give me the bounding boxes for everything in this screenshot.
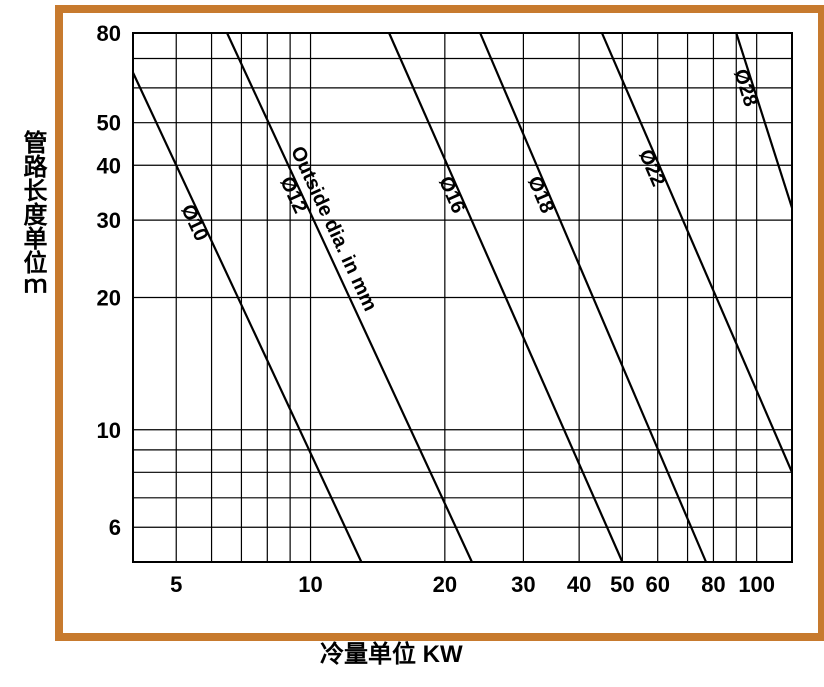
chart-svg: 5102030405060801006102030405080Ø10Ø12Ø16… bbox=[63, 13, 802, 617]
y-axis-label: 管路长度单位ｍ bbox=[15, 130, 50, 298]
x-tick-label: 5 bbox=[170, 572, 182, 597]
x-tick-label: 100 bbox=[738, 572, 775, 597]
chart-frame: 5102030405060801006102030405080Ø10Ø12Ø16… bbox=[55, 5, 824, 641]
x-tick-label: 20 bbox=[433, 572, 457, 597]
y-tick-label: 30 bbox=[97, 208, 121, 233]
y-tick-label: 80 bbox=[97, 21, 121, 46]
x-tick-label: 10 bbox=[298, 572, 322, 597]
x-tick-label: 30 bbox=[511, 572, 535, 597]
x-tick-label: 40 bbox=[567, 572, 591, 597]
y-tick-label: 20 bbox=[97, 286, 121, 311]
y-tick-label: 40 bbox=[97, 153, 121, 178]
y-tick-label: 50 bbox=[97, 111, 121, 136]
x-tick-label: 80 bbox=[701, 572, 725, 597]
x-tick-label: 50 bbox=[610, 572, 634, 597]
x-tick-label: 60 bbox=[645, 572, 669, 597]
y-tick-label: 6 bbox=[109, 515, 121, 540]
y-tick-label: 10 bbox=[97, 418, 121, 443]
chart-container: 管路长度单位ｍ 冷量单位 KW 510203040506080100610203… bbox=[0, 0, 824, 687]
